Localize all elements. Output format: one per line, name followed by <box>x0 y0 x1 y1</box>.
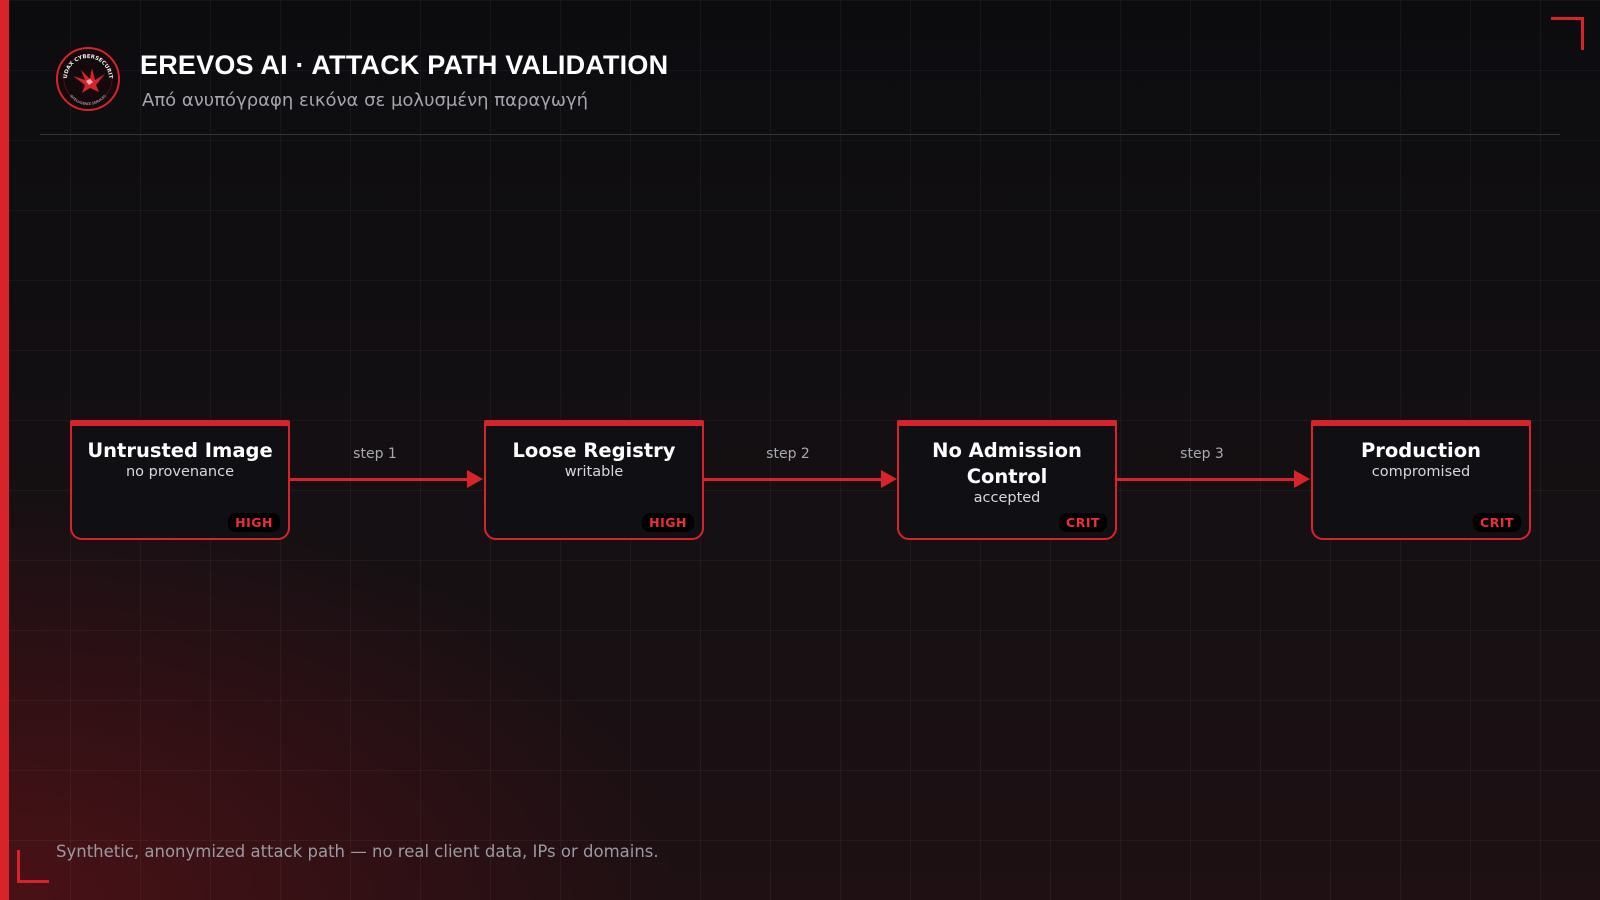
severity-badge: HIGH <box>642 513 694 532</box>
arrowhead-icon <box>467 470 483 488</box>
severity-badge: CRIT <box>1473 513 1521 532</box>
severity-badge: HIGH <box>228 513 280 532</box>
page-title: EREVOS AI · ATTACK PATH VALIDATION <box>140 50 669 80</box>
node-subtitle: no provenance <box>125 464 235 480</box>
corner-bracket-bottom-left <box>17 850 49 883</box>
edge-label-step-1: step 1 <box>353 446 397 462</box>
severity-badge: CRIT <box>1059 513 1107 532</box>
edge-label-step-2: step 2 <box>766 446 810 462</box>
node-subtitle: writable <box>564 464 624 480</box>
node-title: Loose Registry <box>512 439 676 462</box>
node-subtitle: accepted <box>973 490 1041 506</box>
audax-logo-icon: AUDAX CYBERSECURITY INTELLIGENCE SERVICE… <box>52 42 121 112</box>
edge-step-3 <box>1117 470 1310 488</box>
footer-disclaimer: Synthetic, anonymized attack path — no r… <box>56 842 659 861</box>
header-divider <box>40 134 1560 135</box>
node-title: Untrusted Image <box>87 439 273 462</box>
edge-step-1 <box>290 470 483 488</box>
node-loose-registry[interactable]: Loose Registry writable HIGH <box>484 420 704 540</box>
node-title: Production <box>1361 439 1481 462</box>
edge-label-step-3: step 3 <box>1180 446 1224 462</box>
left-accent-bar <box>0 0 9 900</box>
node-subtitle: compromised <box>1371 464 1471 480</box>
node-no-admission-control[interactable]: No Admission Control accepted CRIT <box>897 420 1117 540</box>
page-subtitle: Από ανυπόγραφη εικόνα σε μολυσμένη παραγ… <box>142 90 589 111</box>
edge-step-2 <box>704 470 897 488</box>
node-untrusted-image[interactable]: Untrusted Image no provenance HIGH <box>70 420 290 540</box>
node-production[interactable]: Production compromised CRIT <box>1311 420 1531 540</box>
arrowhead-icon <box>881 470 897 488</box>
node-title: No Admission Control <box>932 439 1082 488</box>
arrowhead-icon <box>1294 470 1310 488</box>
corner-bracket-top-right <box>1551 17 1584 50</box>
